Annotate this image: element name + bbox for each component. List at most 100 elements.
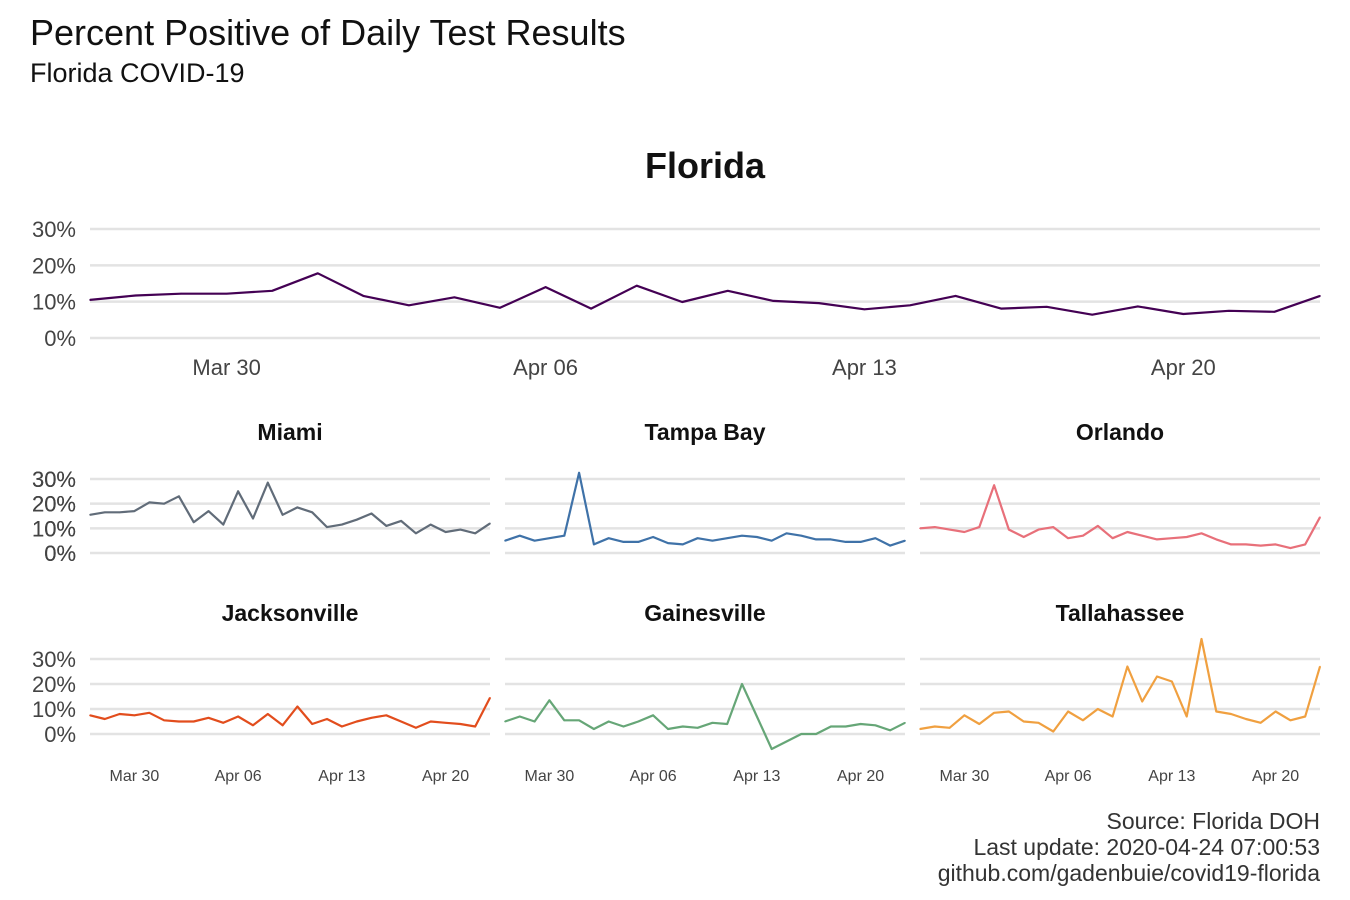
data-point-florida (1045, 306, 1048, 308)
data-point-gainesville (667, 728, 669, 730)
series-line-tallahassee (919, 637, 1322, 733)
data-point-florida (681, 301, 683, 303)
data-point-jacksonville (296, 705, 299, 708)
data-point-orlando (1289, 547, 1292, 549)
data-point-orlando (1156, 538, 1158, 541)
y-tick-label: 20% (32, 492, 76, 517)
y-tick-label: 10% (32, 516, 76, 541)
data-point-gainesville (785, 740, 788, 743)
panel-title-tallahassee: Tallahassee (1056, 600, 1185, 626)
data-point-tampa-bay (667, 542, 669, 544)
data-point-tampa-bay (637, 541, 640, 543)
data-point-orlando (1200, 532, 1203, 535)
data-point-florida (408, 304, 410, 307)
data-point-florida (225, 292, 228, 295)
data-point-jacksonville (459, 723, 462, 725)
data-point-orlando (1082, 534, 1084, 537)
series-line-gainesville (504, 682, 906, 751)
y-tick-label: 10% (32, 697, 76, 722)
x-tick-label: Mar 30 (192, 355, 260, 380)
data-point-jacksonville (252, 724, 254, 727)
data-point-miami (222, 523, 225, 526)
data-point-florida (271, 290, 274, 292)
data-point-orlando (1274, 543, 1277, 546)
data-point-tallahassee (993, 712, 995, 714)
y-tick-label: 10% (32, 290, 76, 315)
data-point-gainesville (548, 699, 551, 702)
data-point-miami (163, 502, 165, 505)
data-point-jacksonville (311, 723, 314, 725)
data-point-gainesville (637, 720, 640, 723)
panel-tampa-bay: Tampa Bay 0%10%20%30% (32, 419, 906, 566)
data-point-tallahassee (1008, 710, 1010, 713)
panel-title-orlando: Orlando (1076, 419, 1164, 445)
data-point-jacksonville (192, 720, 195, 723)
data-point-miami (192, 521, 195, 523)
data-point-tampa-bay (830, 538, 832, 541)
data-point-tallahassee (1230, 713, 1232, 715)
x-tick-label: Mar 30 (940, 768, 990, 785)
data-point-miami (341, 523, 343, 526)
data-point-florida (180, 292, 182, 295)
data-point-tampa-bay (815, 538, 817, 541)
data-point-tallahassee (1259, 722, 1262, 724)
data-point-miami (370, 512, 373, 515)
panel-orlando: Orlando (919, 419, 1321, 555)
data-point-orlando (1215, 538, 1218, 541)
data-point-miami (474, 532, 477, 535)
data-point-florida (362, 295, 365, 297)
data-point-tampa-bay (904, 539, 906, 542)
data-point-tampa-bay (652, 536, 654, 538)
data-point-orlando (1245, 543, 1247, 546)
series-line-tampa-bay (504, 471, 906, 547)
data-point-miami (237, 490, 239, 493)
x-tick-label: Apr 06 (215, 768, 262, 785)
data-point-gainesville (800, 733, 803, 735)
data-point-tampa-bay (756, 536, 758, 538)
data-point-tallahassee (1141, 700, 1143, 703)
data-point-florida (635, 284, 638, 287)
panel-florida: Florida 0% 10% 20% 30% Mar 30 Apr 06 Apr 13 Apr … (32, 145, 1321, 380)
panel-jacksonville: Jacksonville 0%10%20%30% Mar 30 Apr 06 Apr 1… (32, 600, 491, 785)
data-point-miami (267, 481, 269, 484)
data-point-tampa-bay (533, 539, 536, 542)
data-point-tallahassee (963, 714, 966, 717)
data-point-jacksonville (326, 718, 328, 720)
data-point-gainesville (741, 683, 743, 685)
x-tick-label: Mar 30 (525, 768, 575, 785)
data-point-tampa-bay (548, 537, 551, 539)
data-point-orlando (993, 484, 995, 487)
data-point-tallahassee (1097, 708, 1099, 710)
data-point-jacksonville (281, 724, 284, 727)
data-point-jacksonville (89, 714, 91, 717)
data-point-jacksonville (355, 720, 358, 723)
data-point-gainesville (844, 725, 847, 728)
data-point-tampa-bay (785, 532, 788, 535)
data-point-tallahassee (1111, 715, 1114, 718)
data-point-tampa-bay (504, 539, 506, 542)
data-point-jacksonville (444, 722, 447, 724)
data-point-jacksonville (148, 712, 151, 714)
data-point-orlando (1022, 536, 1025, 538)
caption-last-update: Last update: 2020-04-24 07:00:53 (973, 834, 1320, 860)
data-point-orlando (978, 526, 981, 528)
x-tick-label: Apr 20 (1151, 355, 1216, 380)
data-point-miami (311, 511, 314, 514)
data-point-florida (453, 296, 456, 299)
data-point-orlando (1052, 526, 1055, 528)
data-point-orlando (963, 531, 966, 533)
data-point-jacksonville (489, 697, 491, 699)
data-point-florida (1182, 313, 1185, 315)
data-point-orlando (919, 527, 921, 530)
x-tick-label: Apr 06 (513, 355, 578, 380)
series-line-miami (89, 481, 491, 535)
data-point-miami (148, 501, 151, 504)
data-point-florida (544, 286, 547, 288)
y-tick-label: 0% (44, 541, 76, 566)
data-point-tampa-bay (889, 544, 891, 547)
x-tick-label: Apr 13 (318, 768, 365, 785)
series-line-florida (89, 272, 1321, 316)
data-point-miami (296, 506, 299, 509)
data-point-florida (818, 302, 820, 304)
